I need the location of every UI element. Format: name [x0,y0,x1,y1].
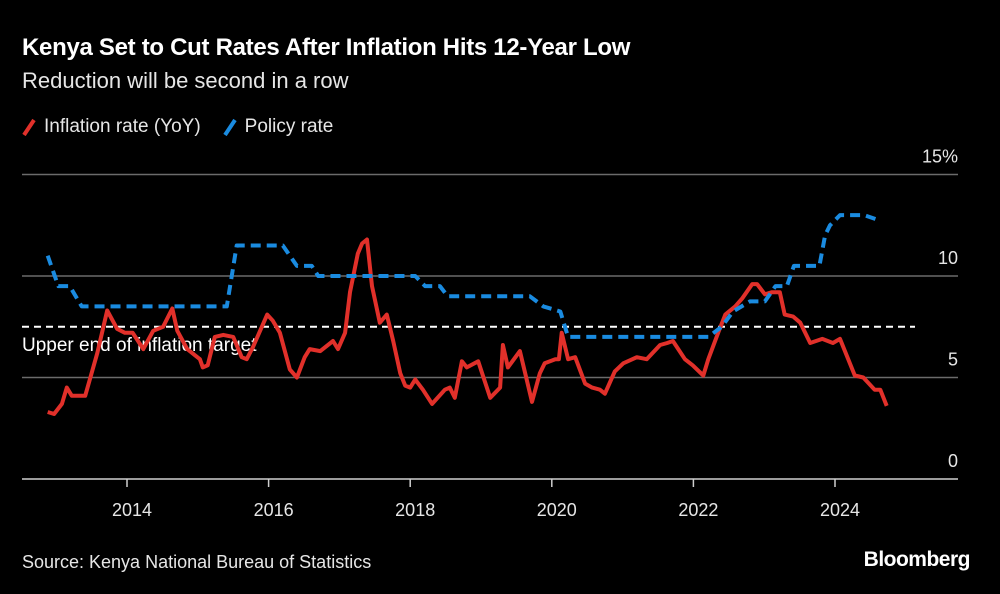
y-tick-label: 15% [922,147,958,167]
bloomberg-logo: Bloomberg [863,548,971,571]
x-tick-label: 2018 [395,500,435,520]
x-tick-label: 2022 [678,500,718,520]
inflation-swatch-icon [22,118,36,136]
y-tick-label: 5 [948,350,958,370]
x-tick-label: 2024 [820,500,860,520]
inflation-rate-line [47,237,889,416]
source-note: Source: Kenya National Bureau of Statist… [22,552,372,572]
legend-item-policy: Policy rate [223,116,334,138]
x-tick-label: 2020 [537,500,577,520]
policy-rate-line [45,213,880,339]
x-tick-label: 2016 [254,500,294,520]
policy-swatch-icon [223,118,237,136]
y-tick-label: 0 [948,451,958,471]
y-tick-label: 10 [938,248,958,268]
chart-title: Kenya Set to Cut Rates After Inflation H… [22,34,631,61]
legend-item-inflation: Inflation rate (YoY) [22,116,201,138]
x-tick-label: 2014 [112,500,152,520]
legend: Inflation rate (YoY) Policy rate [22,116,333,138]
legend-label-inflation: Inflation rate (YoY) [44,116,201,137]
chart-subtitle: Reduction will be second in a row [22,68,349,93]
legend-label-policy: Policy rate [244,116,334,137]
